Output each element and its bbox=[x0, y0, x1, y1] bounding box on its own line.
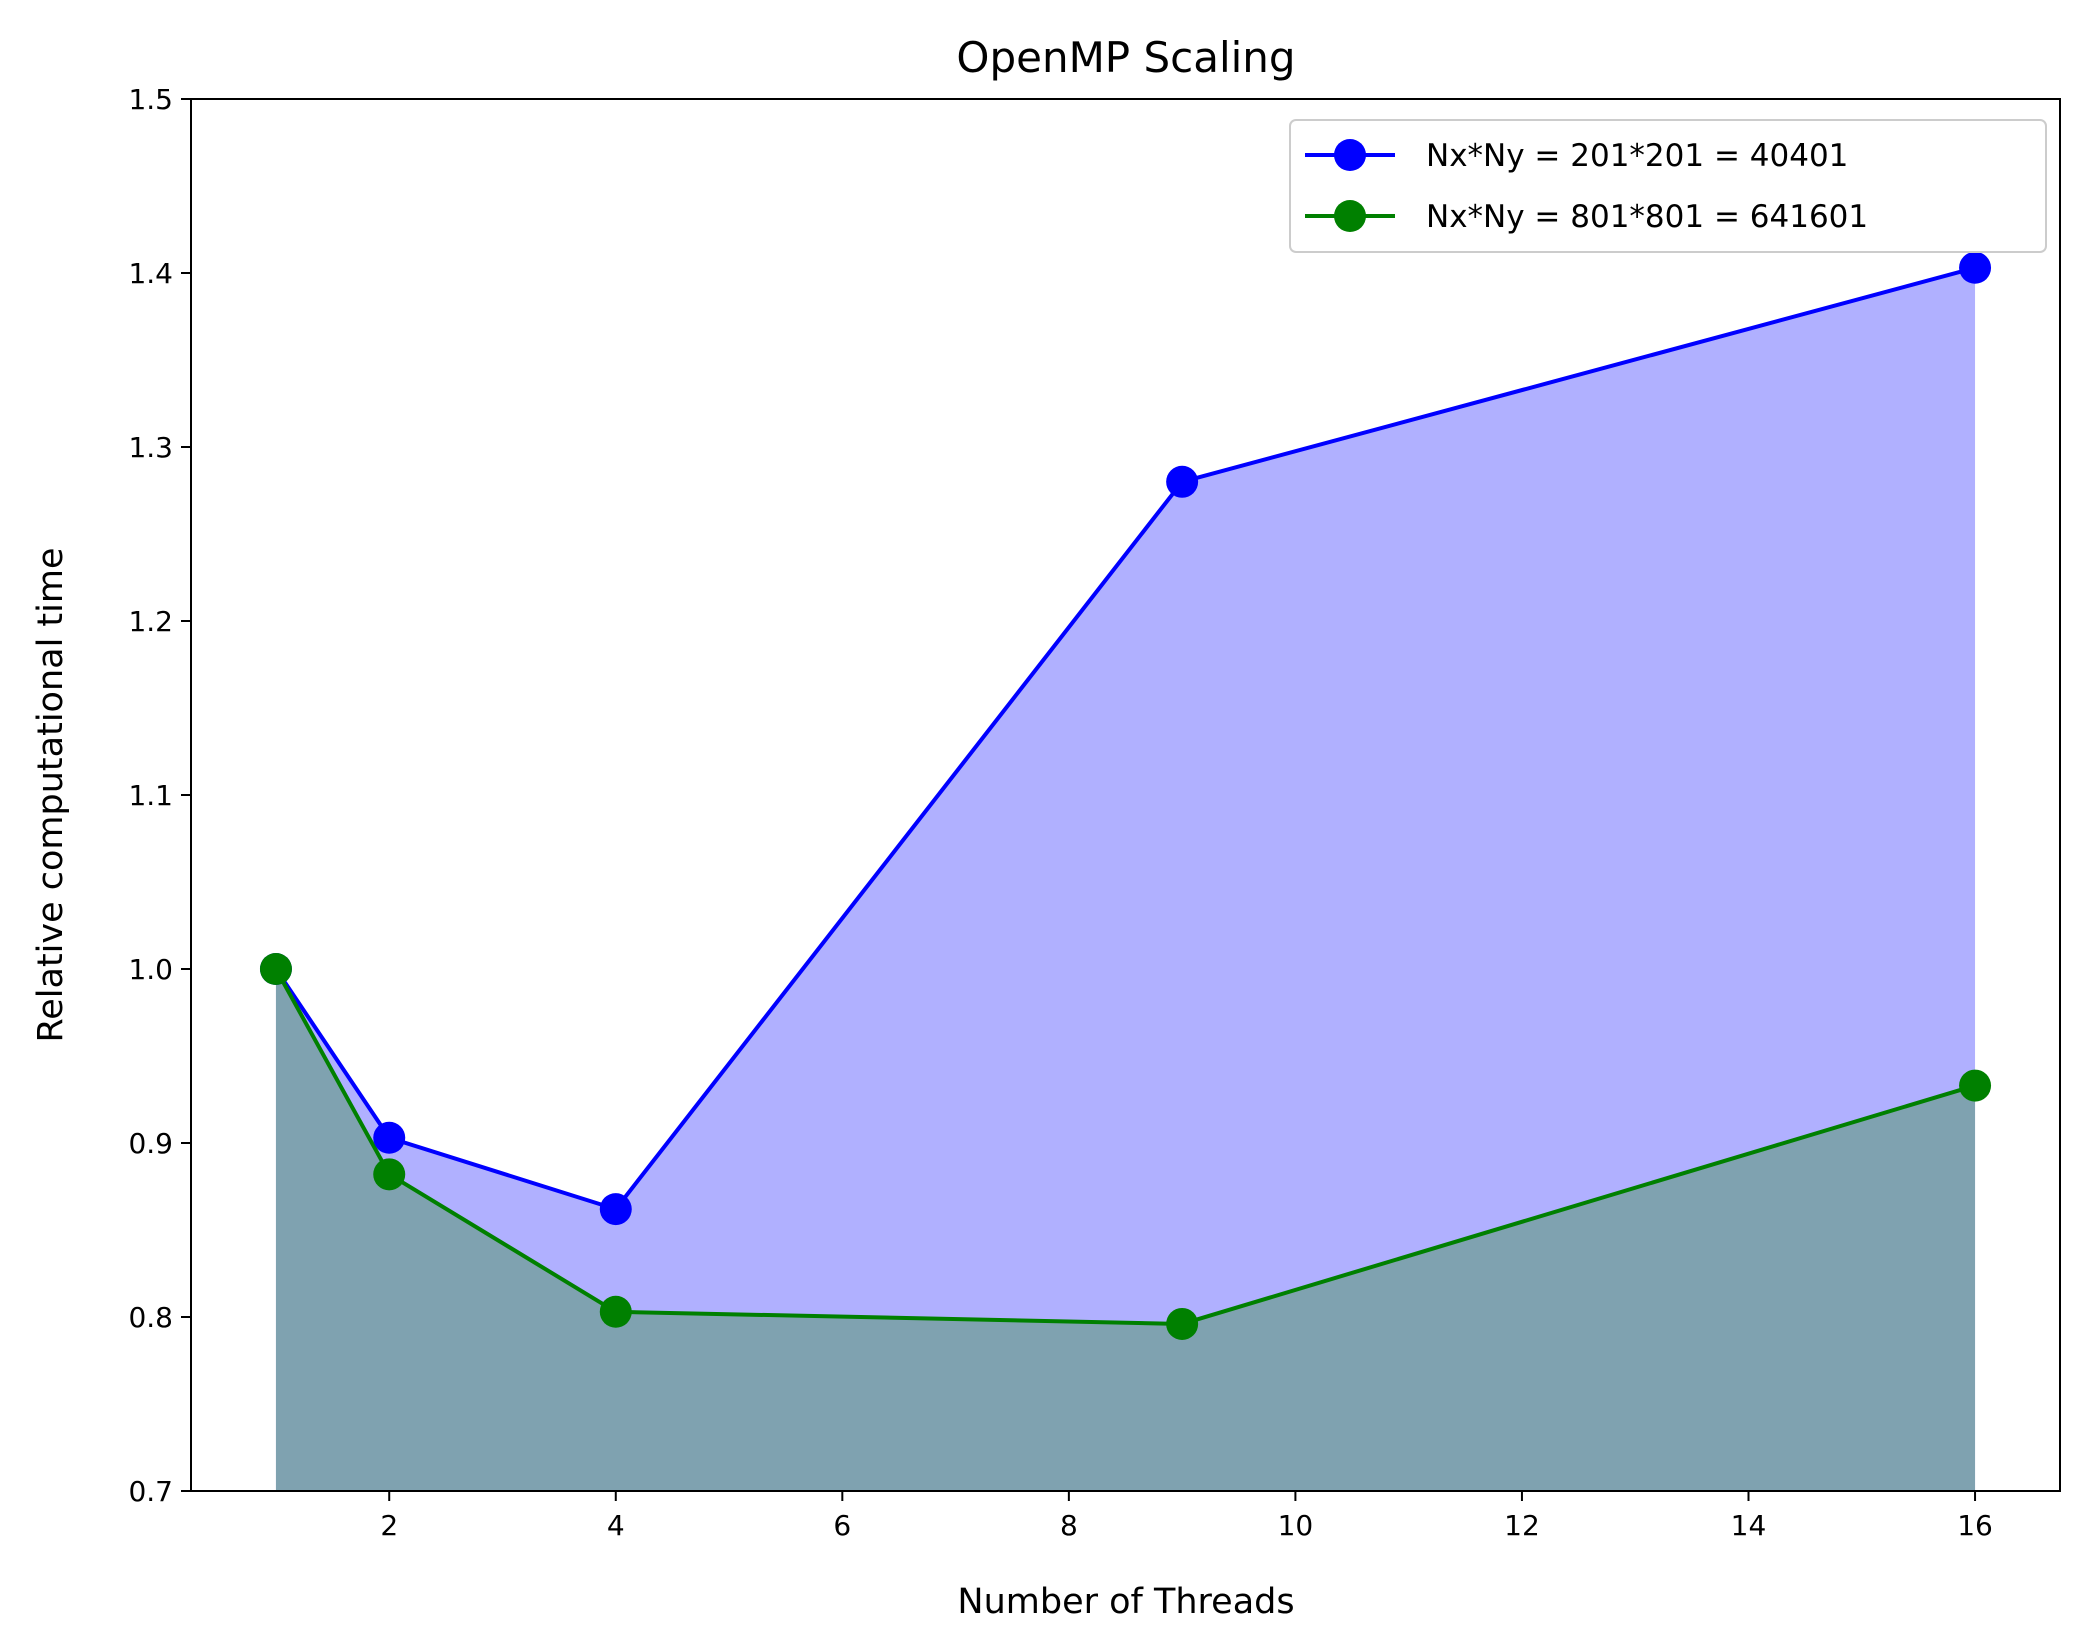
chart-title: OpenMP Scaling bbox=[956, 33, 1295, 82]
x-tick-label: 16 bbox=[1957, 1509, 1993, 1542]
y-tick-label: 0.8 bbox=[128, 1301, 173, 1334]
x-tick-label: 8 bbox=[1060, 1509, 1078, 1542]
legend-label-2: Nx*Ny = 801*801 = 641601 bbox=[1426, 199, 1868, 235]
y-tick-label: 0.9 bbox=[128, 1127, 173, 1160]
legend-frame bbox=[1289, 119, 2047, 253]
x-tick-label: 2 bbox=[380, 1509, 398, 1542]
y-tick-label: 1.3 bbox=[128, 431, 173, 464]
series-fill-1 bbox=[275, 267, 1976, 1491]
legend-swatch-marker-2 bbox=[1334, 200, 1366, 232]
series-1-point bbox=[1959, 251, 1992, 284]
y-tick-label: 0.7 bbox=[128, 1475, 173, 1508]
series-1-point bbox=[1166, 465, 1199, 498]
legend-swatch-marker-1 bbox=[1334, 139, 1366, 171]
series-1-point bbox=[599, 1193, 632, 1226]
y-tick-label: 1.0 bbox=[128, 953, 173, 986]
series-1-point bbox=[373, 1121, 406, 1154]
y-tick-label: 1.1 bbox=[128, 779, 173, 812]
legend-entry-1: Nx*Ny = 201*201 = 40401 bbox=[1305, 138, 1848, 174]
series-2-point bbox=[1166, 1307, 1199, 1340]
series-fill-2 bbox=[275, 969, 1976, 1491]
series-2-point bbox=[259, 953, 292, 985]
series-fills bbox=[275, 267, 1976, 1491]
x-tick-label: 14 bbox=[1731, 1509, 1767, 1542]
series-markers bbox=[259, 251, 1992, 1340]
series-2-point bbox=[373, 1158, 406, 1191]
legend-entry-2: Nx*Ny = 801*801 = 641601 bbox=[1305, 199, 1868, 235]
x-tick-label: 6 bbox=[833, 1509, 851, 1542]
x-tick-label: 10 bbox=[1278, 1509, 1314, 1542]
series-2-point bbox=[1959, 1069, 1992, 1102]
series-2-point bbox=[599, 1295, 632, 1328]
x-tick-label: 12 bbox=[1504, 1509, 1540, 1542]
y-axis-label: Relative computational time bbox=[31, 547, 71, 1042]
y-tick-label: 1.5 bbox=[128, 83, 173, 116]
y-axis: 0.7 0.8 0.9 1.0 1.1 1.2 1.3 1.4 1.5 bbox=[128, 83, 191, 1508]
x-axis: 2 4 6 8 10 12 14 16 bbox=[380, 1491, 1993, 1542]
x-axis-label: Number of Threads bbox=[957, 1582, 1294, 1622]
y-tick-label: 1.2 bbox=[128, 605, 173, 638]
legend-label-1: Nx*Ny = 201*201 = 40401 bbox=[1426, 138, 1848, 174]
y-tick-label: 1.4 bbox=[128, 257, 173, 290]
x-tick-label: 4 bbox=[607, 1509, 625, 1542]
legend: Nx*Ny = 201*201 = 40401 Nx*Ny = 801*801 … bbox=[1289, 119, 2047, 253]
